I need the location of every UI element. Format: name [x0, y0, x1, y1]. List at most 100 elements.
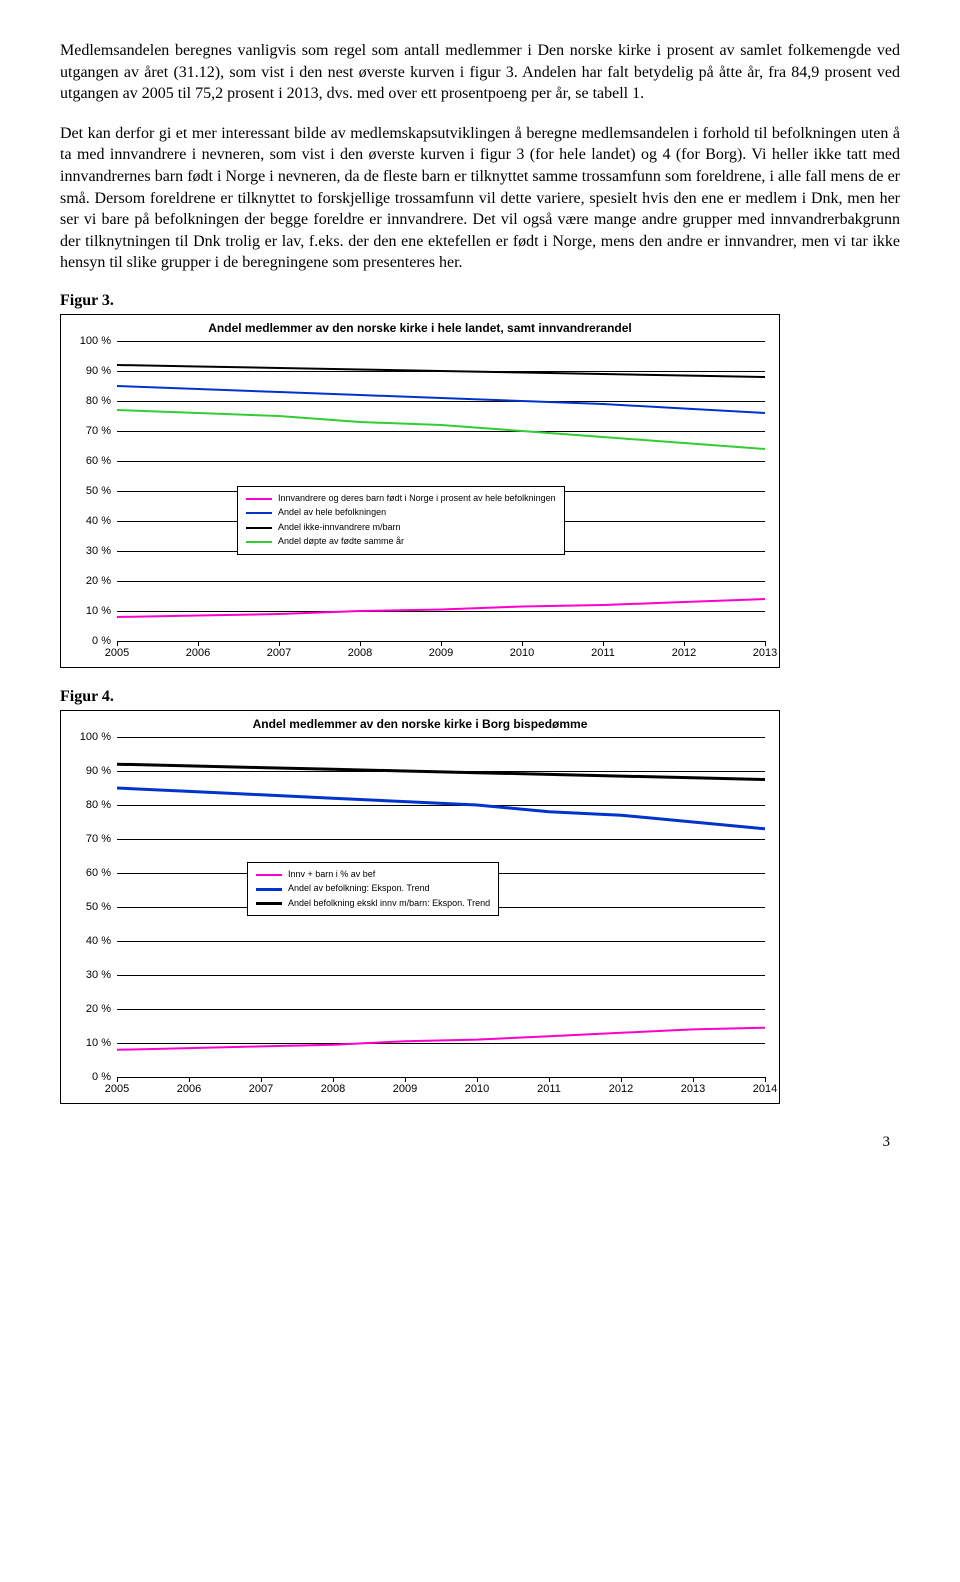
x-axis-label: 2010 — [510, 647, 534, 659]
x-axis-label: 2012 — [672, 647, 696, 659]
legend-swatch — [256, 874, 282, 876]
x-axis-label: 2006 — [186, 647, 210, 659]
x-tick — [360, 641, 361, 646]
x-tick — [621, 1077, 622, 1082]
x-tick — [117, 1077, 118, 1082]
legend-item: Andel ikke-innvandrere m/barn — [246, 521, 556, 535]
y-axis-label: 20 % — [67, 575, 111, 587]
legend-item: Andel av befolkning: Ekspon. Trend — [256, 882, 490, 896]
legend-swatch — [256, 888, 282, 891]
legend-swatch — [256, 902, 282, 905]
x-axis-label: 2009 — [429, 647, 453, 659]
y-axis-label: 30 % — [67, 969, 111, 981]
legend-label: Innv + barn i % av bef — [288, 868, 375, 882]
series-line — [117, 764, 765, 779]
x-tick — [441, 641, 442, 646]
y-axis-label: 60 % — [67, 455, 111, 467]
legend-label: Andel av befolkning: Ekspon. Trend — [288, 882, 430, 896]
x-axis-label: 2007 — [267, 647, 291, 659]
y-axis-label: 10 % — [67, 605, 111, 617]
x-axis-label: 2005 — [105, 1083, 129, 1095]
legend-swatch — [246, 527, 272, 529]
x-axis-label: 2013 — [753, 647, 777, 659]
series-line — [117, 788, 765, 829]
legend-label: Innvandrere og deres barn født i Norge i… — [278, 492, 556, 506]
legend-label: Andel ikke-innvandrere m/barn — [278, 521, 401, 535]
gridline — [117, 1077, 765, 1078]
x-tick — [549, 1077, 550, 1082]
x-tick — [603, 641, 604, 646]
series-line — [117, 410, 765, 449]
x-axis-label: 2011 — [591, 647, 615, 659]
x-tick — [522, 641, 523, 646]
x-axis-label: 2008 — [348, 647, 372, 659]
x-axis-label: 2013 — [681, 1083, 705, 1095]
y-axis-label: 70 % — [67, 833, 111, 845]
x-axis-label: 2008 — [321, 1083, 345, 1095]
series-line — [117, 1028, 765, 1050]
y-axis-label: 0 % — [67, 1071, 111, 1083]
x-tick — [261, 1077, 262, 1082]
legend-swatch — [246, 498, 272, 500]
x-axis-label: 2014 — [753, 1083, 777, 1095]
y-axis-label: 0 % — [67, 635, 111, 647]
x-axis-label: 2011 — [537, 1083, 561, 1095]
page-number: 3 — [60, 1134, 900, 1151]
x-tick — [333, 1077, 334, 1082]
legend-swatch — [246, 512, 272, 514]
x-tick — [405, 1077, 406, 1082]
series-line — [117, 599, 765, 617]
legend-label: Andel døpte av fødte samme år — [278, 535, 404, 549]
y-axis-label: 90 % — [67, 765, 111, 777]
paragraph-2: Det kan derfor gi et mer interessant bil… — [60, 123, 900, 274]
legend-item: Innv + barn i % av bef — [256, 868, 490, 882]
chart-legend: Innv + barn i % av befAndel av befolknin… — [247, 862, 499, 917]
x-axis-label: 2006 — [177, 1083, 201, 1095]
x-axis-label: 2009 — [393, 1083, 417, 1095]
series-line — [117, 386, 765, 413]
y-axis-label: 70 % — [67, 425, 111, 437]
x-tick — [684, 641, 685, 646]
y-axis-label: 60 % — [67, 867, 111, 879]
legend-item: Andel døpte av fødte samme år — [246, 535, 556, 549]
legend-item: Innvandrere og deres barn født i Norge i… — [246, 492, 556, 506]
figure-4-label: Figur 4. — [60, 688, 900, 706]
y-axis-label: 40 % — [67, 515, 111, 527]
legend-label: Andel av hele befolkningen — [278, 506, 386, 520]
chart-legend: Innvandrere og deres barn født i Norge i… — [237, 486, 565, 555]
chart-figure-3: Andel medlemmer av den norske kirke i he… — [60, 314, 780, 668]
legend-label: Andel befolkning ekskl innv m/barn: Eksp… — [288, 897, 490, 911]
y-axis-label: 90 % — [67, 365, 111, 377]
y-axis-label: 30 % — [67, 545, 111, 557]
x-axis-label: 2007 — [249, 1083, 273, 1095]
chart-4-title: Andel medlemmer av den norske kirke i Bo… — [67, 717, 773, 731]
x-axis-label: 2010 — [465, 1083, 489, 1095]
x-tick — [765, 1077, 766, 1082]
x-axis-label: 2012 — [609, 1083, 633, 1095]
y-axis-label: 100 % — [67, 335, 111, 347]
x-tick — [198, 641, 199, 646]
y-axis-label: 50 % — [67, 901, 111, 913]
x-tick — [117, 641, 118, 646]
chart-3-title: Andel medlemmer av den norske kirke i he… — [67, 321, 773, 335]
y-axis-label: 80 % — [67, 799, 111, 811]
y-axis-label: 20 % — [67, 1003, 111, 1015]
y-axis-label: 80 % — [67, 395, 111, 407]
series-line — [117, 365, 765, 377]
y-axis-label: 10 % — [67, 1037, 111, 1049]
legend-item: Andel befolkning ekskl innv m/barn: Eksp… — [256, 897, 490, 911]
y-axis-label: 50 % — [67, 485, 111, 497]
x-tick — [189, 1077, 190, 1082]
x-axis-label: 2005 — [105, 647, 129, 659]
x-tick — [765, 641, 766, 646]
x-tick — [477, 1077, 478, 1082]
x-tick — [279, 641, 280, 646]
x-tick — [693, 1077, 694, 1082]
y-axis-label: 40 % — [67, 935, 111, 947]
figure-3-label: Figur 3. — [60, 292, 900, 310]
y-axis-label: 100 % — [67, 731, 111, 743]
chart-figure-4: Andel medlemmer av den norske kirke i Bo… — [60, 710, 780, 1104]
legend-swatch — [246, 541, 272, 543]
paragraph-1: Medlemsandelen beregnes vanligvis som re… — [60, 40, 900, 105]
legend-item: Andel av hele befolkningen — [246, 506, 556, 520]
